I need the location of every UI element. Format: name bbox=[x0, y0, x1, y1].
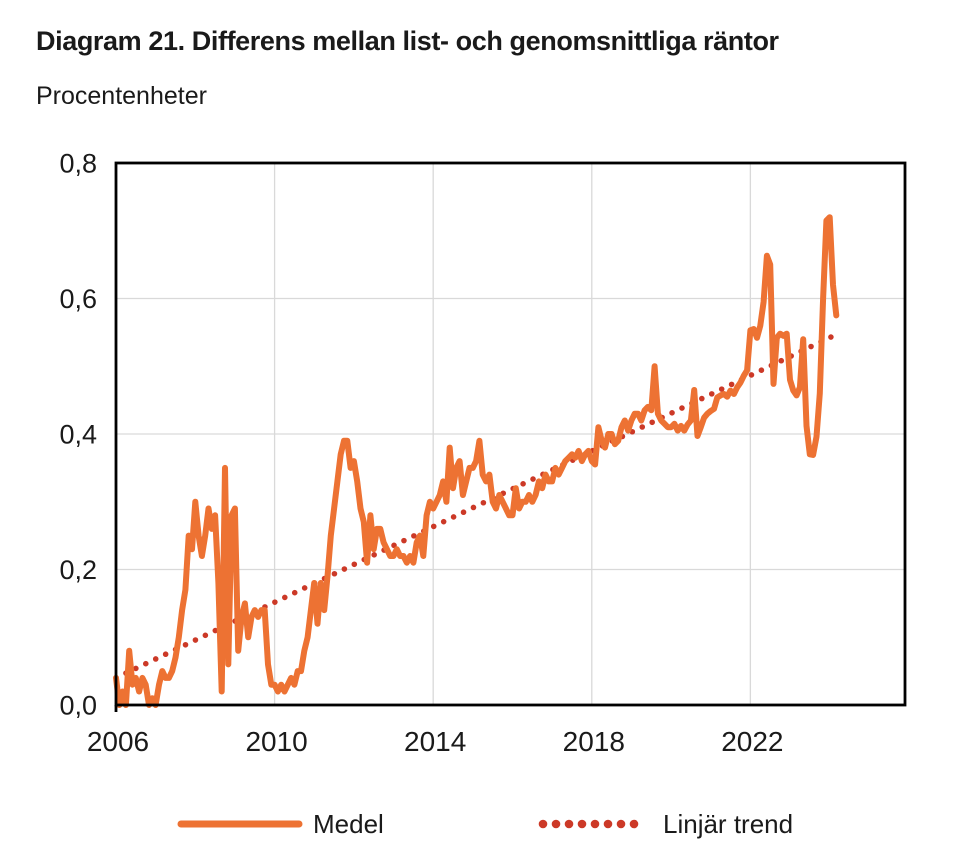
x-tick-label: 2018 bbox=[563, 726, 625, 757]
legend-medel-label: Medel bbox=[313, 809, 384, 839]
plot-frame bbox=[114, 161, 907, 712]
x-tick-label: 2006 bbox=[87, 726, 149, 757]
y-tick-label: 0,2 bbox=[59, 555, 97, 585]
chart-subtitle: Procentenheter bbox=[36, 82, 207, 110]
series-layer bbox=[113, 214, 840, 708]
y-tick-label: 0,0 bbox=[59, 691, 97, 721]
x-tick-label: 2014 bbox=[404, 726, 466, 757]
y-tick-label: 0,4 bbox=[59, 420, 97, 450]
legend: Medel Linjär trend bbox=[177, 809, 793, 839]
medel-line bbox=[113, 214, 840, 708]
y-tick-label: 0,8 bbox=[59, 149, 97, 179]
axis-labels: 0,0 0,2 0,4 0,6 0,8 2006 2010 2014 2018 2022 bbox=[59, 149, 783, 758]
y-tick-label: 0,6 bbox=[59, 284, 97, 314]
x-tick-label: 2010 bbox=[245, 726, 307, 757]
x-tick-label: 2022 bbox=[721, 726, 783, 757]
legend-trend-label: Linjär trend bbox=[663, 809, 793, 839]
plot-border bbox=[114, 161, 907, 707]
chart-title: Diagram 21. Differens mellan list- och g… bbox=[36, 26, 779, 56]
chart-header: Diagram 21. Differens mellan list- och g… bbox=[36, 26, 936, 57]
